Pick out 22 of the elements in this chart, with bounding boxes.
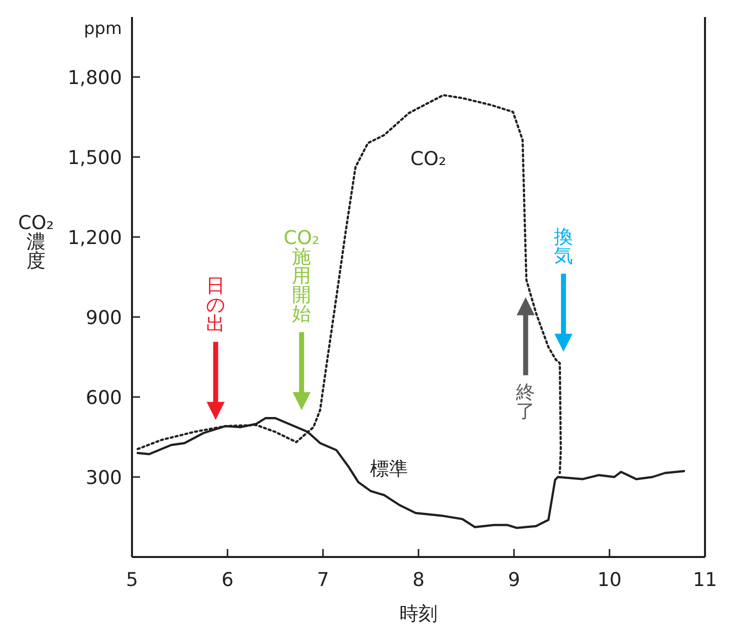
annotation: CO₂施用開始	[284, 227, 320, 326]
annotation: 換気	[554, 226, 573, 267]
series-label: 標準	[370, 458, 408, 480]
x-tick-label: 6	[221, 569, 234, 591]
y-tick-label: 600	[86, 387, 122, 409]
x-tick-label: 7	[316, 569, 330, 591]
x-tick-label: 8	[412, 569, 425, 591]
y-axis-title: CO₂濃度	[18, 212, 54, 272]
x-tick-label: 9	[508, 569, 520, 591]
y-tick-label: 1,200	[68, 227, 122, 249]
annotation: 終了	[515, 381, 536, 422]
x-tick-label: 5	[126, 569, 138, 591]
x-tick-label: 11	[692, 569, 718, 591]
x-axis-title: 時刻	[400, 603, 438, 624]
x-tick-label: 10	[597, 569, 622, 591]
y-tick-label: 900	[86, 307, 122, 329]
annotation: 日の出	[206, 274, 226, 335]
y-tick-label: 1,500	[68, 147, 122, 169]
y-tick-label: 300	[86, 467, 122, 489]
series-label: CO₂	[410, 148, 446, 170]
y-tick-label: 1,800	[68, 67, 122, 89]
text: ppm	[84, 19, 122, 39]
